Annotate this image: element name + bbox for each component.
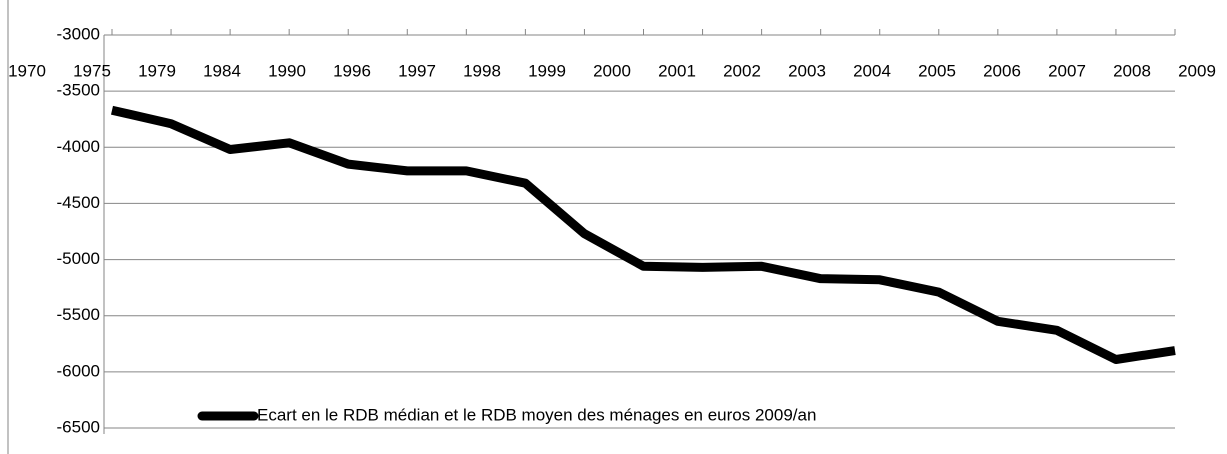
y-tick-label: -6500 [57, 417, 100, 436]
x-tick-label: 2003 [788, 61, 826, 80]
x-tick-label: 1979 [138, 61, 176, 80]
y-tick-label: -5500 [57, 305, 100, 324]
data-line [110, 105, 1176, 365]
x-tick-label: 1998 [463, 61, 501, 80]
x-tick-label: 2008 [1113, 61, 1151, 80]
x-tick-label: 2001 [658, 61, 696, 80]
x-tick-label: 2000 [593, 61, 631, 80]
x-tick-label: 1970 [8, 61, 46, 80]
y-tick-label: -6000 [57, 361, 100, 380]
x-tick-label: 2007 [1048, 61, 1086, 80]
y-tick-label: -4000 [57, 137, 100, 156]
x-tick-label: 2005 [918, 61, 956, 80]
y-tick-label: -5000 [57, 249, 100, 268]
x-tick-label: 1999 [528, 61, 566, 80]
x-tick-label: 1996 [333, 61, 371, 80]
x-tick-label: 2009 [1178, 61, 1216, 80]
x-tick-label: 1997 [398, 61, 436, 80]
y-tick-label: -4500 [57, 193, 100, 212]
x-tick-label: 2004 [853, 61, 891, 80]
x-tick-label: 1990 [268, 61, 306, 80]
x-tick-label: 1975 [73, 61, 111, 80]
x-tick-label: 1984 [203, 61, 241, 80]
y-tick-label: -3000 [57, 24, 100, 43]
x-tick-label: 2002 [723, 61, 761, 80]
x-tick-label: 2006 [983, 61, 1021, 80]
y-tick-label: -3500 [57, 81, 100, 100]
legend-label: Ecart en le RDB médian et le RDB moyen d… [257, 405, 816, 424]
